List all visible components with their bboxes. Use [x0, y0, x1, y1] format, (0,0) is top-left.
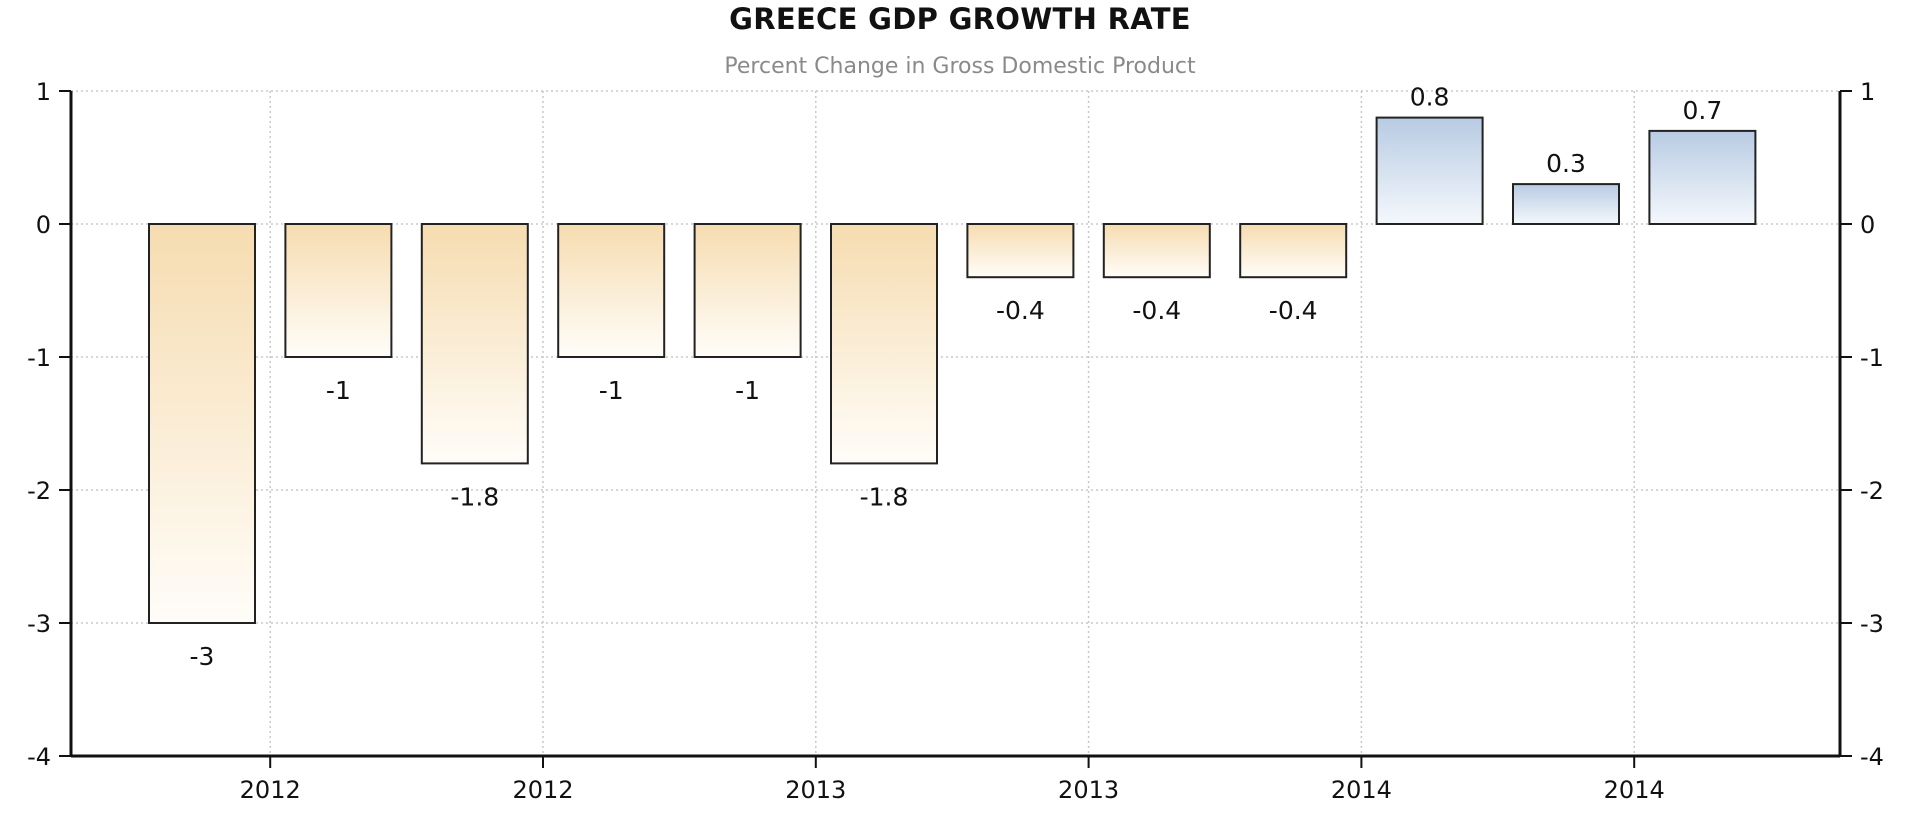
- bar: [557, 223, 666, 358]
- chart-subtitle: Percent Change in Gross Domestic Product: [724, 54, 1196, 79]
- x-tick-label: 2014: [1604, 776, 1665, 804]
- y-tick-label-left: -3: [27, 610, 51, 638]
- x-tick-label: 2012: [240, 776, 301, 804]
- y-tick-label-left: -2: [27, 477, 51, 505]
- bar: [966, 223, 1075, 279]
- axes: 1 1 0 0 -1 -1 -2 -2 -3 -3 -4 -4 2012 2012 2013 2013 2014…: [27, 78, 1884, 804]
- gridlines: [71, 90, 1840, 757]
- chart-title: GREECE GDP GROWTH RATE: [729, 2, 1191, 36]
- y-tick-label-right: -3: [1860, 610, 1884, 638]
- data-label: -1: [599, 376, 624, 405]
- y-tick-label-left: -1: [27, 344, 51, 372]
- y-tick-label-right: -4: [1860, 743, 1884, 771]
- bar: [148, 223, 256, 624]
- data-label: -3: [190, 642, 215, 671]
- data-label: -0.4: [1269, 296, 1318, 325]
- x-tick-label: 2012: [512, 776, 573, 804]
- data-label: -1: [735, 376, 760, 405]
- y-tick-label-left: 1: [36, 78, 51, 106]
- data-label: 0.3: [1546, 149, 1586, 178]
- data-label: -0.4: [996, 296, 1045, 325]
- bar: [1102, 223, 1211, 279]
- data-label: -1.8: [450, 482, 499, 511]
- x-tick-label: 2014: [1331, 776, 1392, 804]
- data-label: 0.7: [1683, 96, 1723, 125]
- y-tick-label-right: 1: [1860, 78, 1875, 106]
- y-tick-label-left: 0: [36, 211, 51, 239]
- bar: [420, 223, 529, 465]
- data-label: 0.8: [1410, 83, 1450, 112]
- bar: [1512, 183, 1620, 226]
- bars: [148, 116, 1757, 624]
- x-tick-label: 2013: [1058, 776, 1119, 804]
- y-tick-label-left: -4: [27, 743, 51, 771]
- bar: [830, 223, 938, 465]
- bar: [1239, 223, 1348, 279]
- bar: [284, 223, 393, 358]
- x-tick-label: 2013: [785, 776, 846, 804]
- data-label: -1: [326, 376, 351, 405]
- y-tick-label-right: 0: [1860, 211, 1875, 239]
- bar: [693, 223, 802, 358]
- data-label: -1.8: [860, 482, 909, 511]
- data-labels: -3 -1 -1.8 -1 -1 -1.8 -0.4 -0.4 -0.4 0.8 0.3 0.7: [190, 83, 1723, 671]
- bar: [1648, 129, 1757, 225]
- y-tick-label-right: -1: [1860, 344, 1884, 372]
- bar: [1375, 116, 1484, 225]
- data-label: -0.4: [1132, 296, 1181, 325]
- y-tick-label-right: -2: [1860, 477, 1884, 505]
